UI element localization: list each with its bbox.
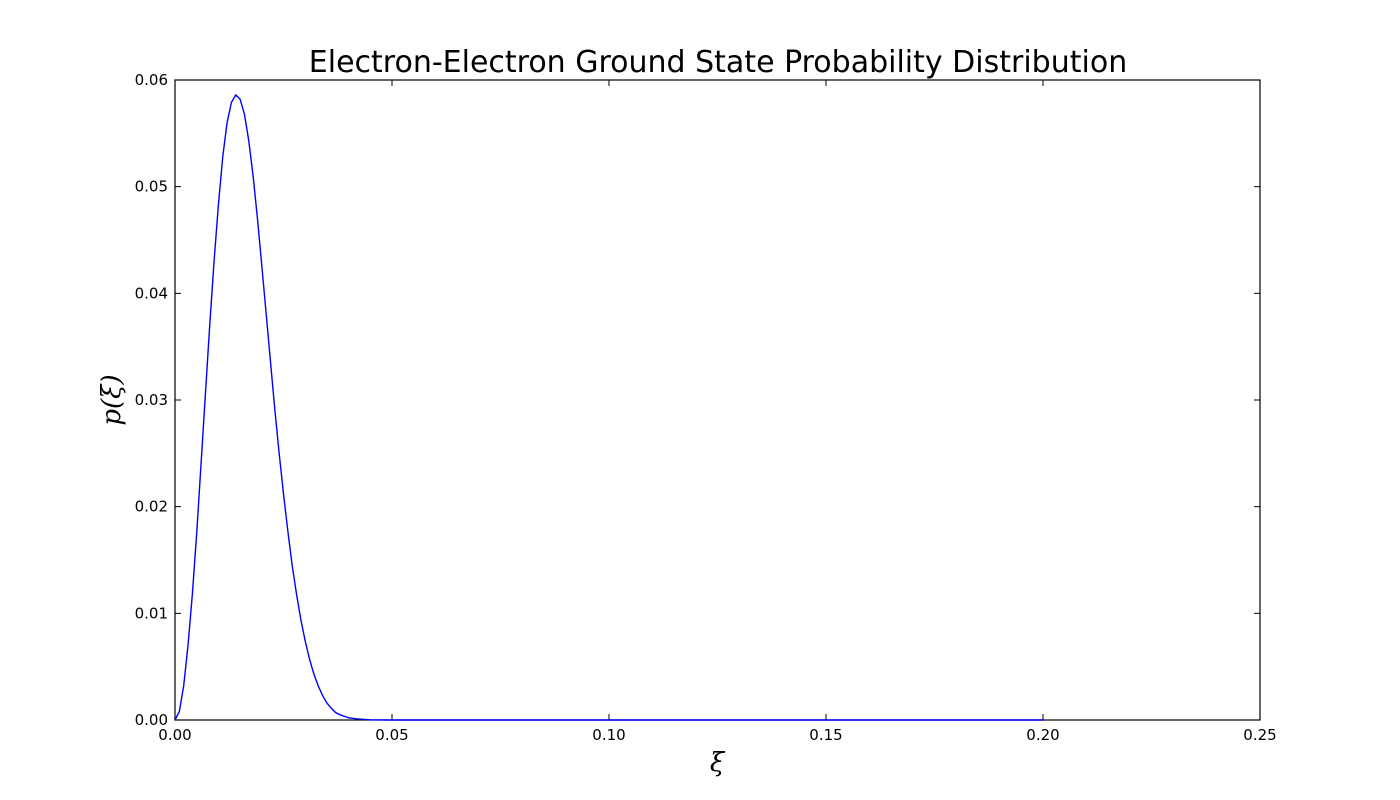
y-tick-label: 0.02 bbox=[135, 498, 168, 516]
y-tick-label: 0.01 bbox=[135, 604, 168, 622]
chart-title: Electron-Electron Ground State Probabili… bbox=[309, 45, 1127, 80]
y-tick-label: 0.05 bbox=[135, 178, 168, 196]
y-axis-ticks: 0.00 0.01 0.02 0.03 0.04 0.05 0.06 bbox=[135, 71, 1260, 729]
y-axis-label: p(ξ) bbox=[97, 374, 127, 425]
x-axis-ticks: 0.00 0.05 0.10 0.15 0.20 0.25 bbox=[158, 80, 1277, 744]
y-tick-label: 0.06 bbox=[135, 71, 168, 89]
x-tick-label: 0.20 bbox=[1026, 726, 1059, 744]
x-tick-label: 0.15 bbox=[809, 726, 842, 744]
x-tick-label: 0.10 bbox=[592, 726, 625, 744]
y-tick-label: 0.04 bbox=[135, 284, 168, 302]
x-tick-label: 0.05 bbox=[375, 726, 408, 744]
series-line bbox=[174, 93, 1043, 721]
x-axis-label: ξ bbox=[710, 748, 726, 778]
plot-area: 0.00 0.05 0.10 0.15 0.20 0.25 0.000.010.020.0… bbox=[135, 71, 1277, 744]
x-tick-label: 0.25 bbox=[1243, 726, 1276, 744]
y-tick-label: 0.00 bbox=[135, 711, 168, 729]
x-tick-label: 0.00 bbox=[158, 726, 191, 744]
y-tick-label: 0.03 bbox=[135, 391, 168, 409]
